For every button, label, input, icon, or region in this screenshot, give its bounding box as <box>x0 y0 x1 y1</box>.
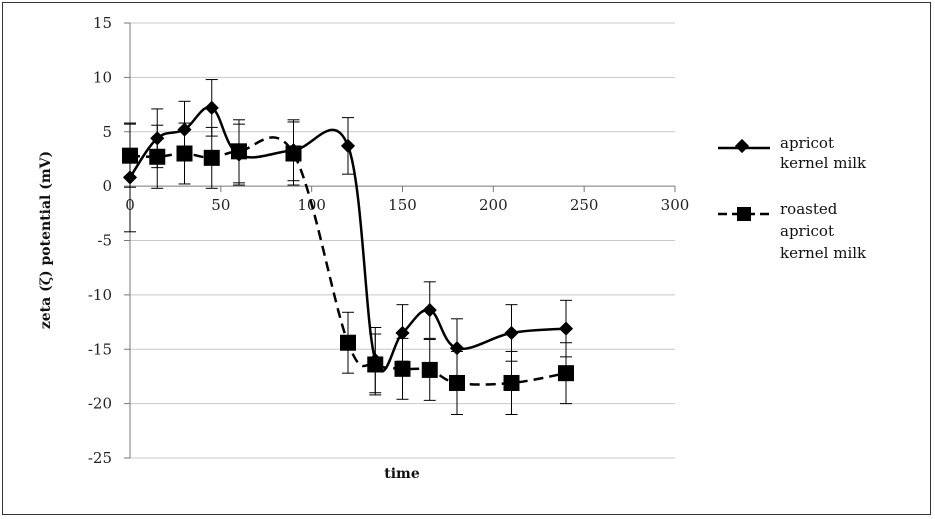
data-point-1-4 <box>231 143 247 160</box>
legend-label-roasted-3: kernel milk <box>780 244 867 262</box>
data-point-1-5 <box>285 145 302 162</box>
x-tick-label-1: 50 <box>211 196 230 214</box>
legend-label-roasted-1: roasted <box>780 200 838 218</box>
y-axis-label: zeta (ζ) potential (mV) <box>38 151 54 329</box>
data-point-1-10 <box>449 374 465 391</box>
data-point-1-1 <box>149 148 166 165</box>
x-axis-label: time <box>384 466 420 482</box>
y-tick-label-1: 10 <box>93 68 112 86</box>
y-tick-label-3: 0 <box>102 177 112 195</box>
x-tick-label-5: 250 <box>570 196 599 214</box>
data-point-0-6 <box>340 138 356 153</box>
y-tick-label-6: -15 <box>88 340 112 358</box>
x-tick-label-6: 300 <box>661 196 690 214</box>
series-group <box>122 79 574 415</box>
data-point-1-11 <box>503 374 520 391</box>
legend-label-apricot-2: kernel milk <box>780 154 867 172</box>
data-point-1-8 <box>394 360 411 377</box>
data-point-0-9 <box>422 303 437 318</box>
legend-marker-square <box>737 207 751 221</box>
y-tick-label-7: -20 <box>88 395 112 413</box>
y-tick-label-5: -10 <box>88 286 112 304</box>
data-point-1-0 <box>122 147 138 164</box>
data-point-1-9 <box>421 361 438 378</box>
series-line-0 <box>128 106 567 373</box>
data-point-1-6 <box>340 334 356 351</box>
y-tick-label-4: -5 <box>97 232 112 250</box>
data-point-1-2 <box>176 145 193 162</box>
data-point-1-3 <box>203 149 220 166</box>
data-point-0-8 <box>395 325 410 341</box>
data-point-1-7 <box>367 356 384 373</box>
y-tick-label-0: 15 <box>93 14 112 32</box>
data-point-0-11 <box>504 325 519 341</box>
y-tick-label-2: 5 <box>102 123 112 141</box>
data-point-1-12 <box>558 365 574 382</box>
x-tick-label-3: 150 <box>388 196 417 214</box>
legend-label-apricot-1: apricot <box>780 134 834 152</box>
axes <box>124 22 676 459</box>
legend-label-roasted-2: apricot <box>780 222 834 240</box>
series-1 <box>122 119 574 415</box>
legend-marker-diamond <box>734 138 750 154</box>
y-tick-label-8: -25 <box>88 449 112 467</box>
x-tick-label-4: 200 <box>479 196 508 214</box>
legend: apricot kernel milk roasted apricot kern… <box>718 134 867 262</box>
data-point-0-12 <box>558 321 574 336</box>
